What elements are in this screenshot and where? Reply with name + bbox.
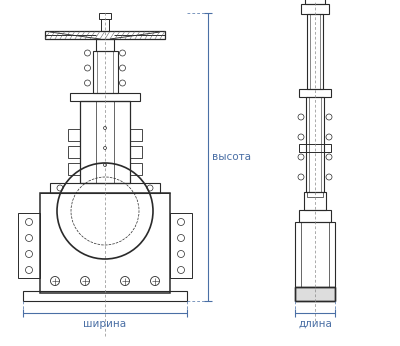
Bar xyxy=(304,192,326,210)
Bar xyxy=(130,163,142,175)
Bar xyxy=(295,287,335,301)
Bar xyxy=(310,14,320,89)
Bar xyxy=(307,14,323,89)
Bar xyxy=(130,129,142,141)
Bar xyxy=(97,51,113,93)
Bar xyxy=(68,146,80,158)
Text: ширина: ширина xyxy=(84,319,126,329)
Bar xyxy=(295,287,335,301)
Bar xyxy=(299,210,331,222)
Text: длина: длина xyxy=(298,319,332,329)
Bar xyxy=(101,19,109,31)
Bar xyxy=(70,93,140,101)
Bar xyxy=(18,213,40,278)
Text: высота: высота xyxy=(212,152,251,162)
Bar xyxy=(40,193,170,293)
Bar xyxy=(45,31,165,39)
Bar xyxy=(96,101,114,183)
Bar xyxy=(306,97,324,192)
Bar xyxy=(299,144,331,152)
Bar xyxy=(96,39,114,51)
Bar xyxy=(92,51,118,93)
Bar xyxy=(301,4,329,14)
Bar xyxy=(307,192,323,197)
Bar xyxy=(295,222,335,287)
Bar xyxy=(50,183,160,193)
Bar xyxy=(309,97,321,192)
Bar xyxy=(299,89,331,97)
Bar xyxy=(99,13,111,19)
Bar xyxy=(130,146,142,158)
Bar xyxy=(170,213,192,278)
Bar xyxy=(305,0,325,4)
Bar xyxy=(68,129,80,141)
Bar xyxy=(301,222,329,287)
Bar xyxy=(23,291,187,301)
Bar xyxy=(68,163,80,175)
Bar xyxy=(80,101,130,183)
